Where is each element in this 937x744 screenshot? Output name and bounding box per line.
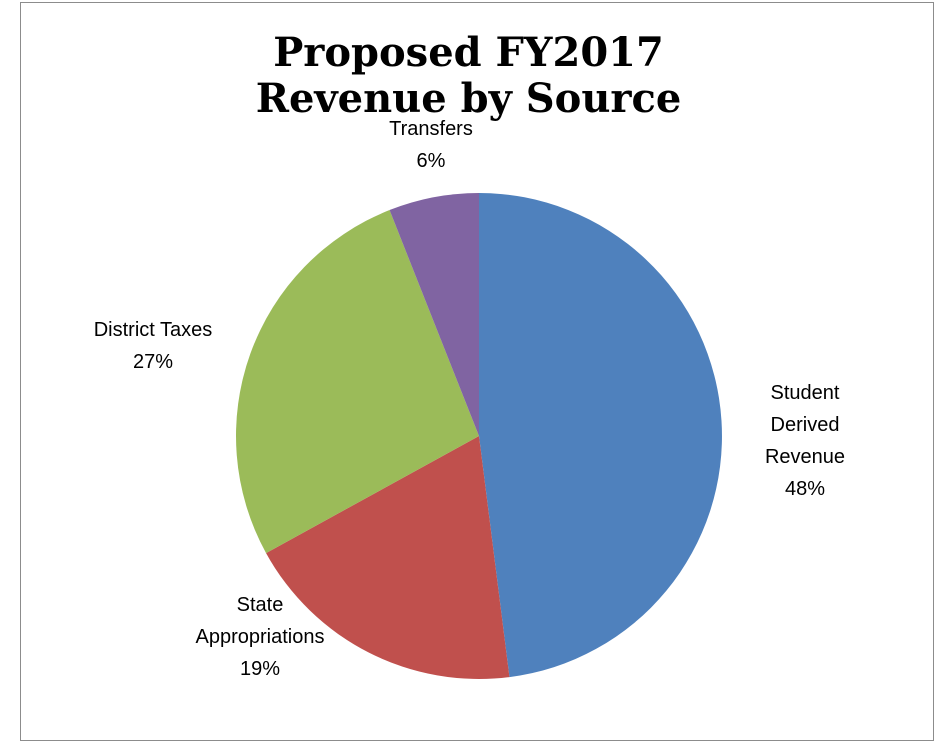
pie-slice-name: State (237, 594, 284, 616)
pie-slice-label: District Taxes 27% (94, 319, 213, 373)
pie-slice-name: Appropriations (196, 626, 325, 648)
pie-slice-percent: 19% (240, 658, 280, 680)
pie-slice-label: Transfers 6% (389, 118, 473, 172)
pie-slice-name: Derived (771, 414, 840, 436)
pie-slices (235, 193, 722, 679)
pie-labels: Student Derived Revenue 48% State Appropriati… (94, 118, 845, 680)
pie-slice-student-derived-revenue (479, 193, 722, 678)
chart-title-line-2: Revenue by Source (255, 75, 682, 122)
pie-slice-label: Student Derived Revenue 48% (765, 382, 845, 500)
pie-slice-state-appropriations (266, 436, 510, 679)
pie-slice-percent: 48% (785, 478, 825, 500)
pie-slice-district-taxes (235, 210, 479, 554)
pie-slice-name: District Taxes (94, 319, 213, 341)
pie-slice-name: Revenue (765, 446, 845, 468)
pie-slice-name: Student (771, 382, 840, 404)
pie-slice-transfers (389, 193, 479, 436)
chart-title: Proposed FY2017 Revenue by Source (0, 30, 937, 122)
pie-slice-label: State Appropriations 19% (196, 594, 325, 680)
chart-title-line-1: Proposed FY2017 (273, 29, 664, 76)
pie-slice-name: Transfers (389, 118, 473, 140)
pie-slice-percent: 27% (133, 351, 173, 373)
pie-slice-percent: 6% (417, 150, 446, 172)
